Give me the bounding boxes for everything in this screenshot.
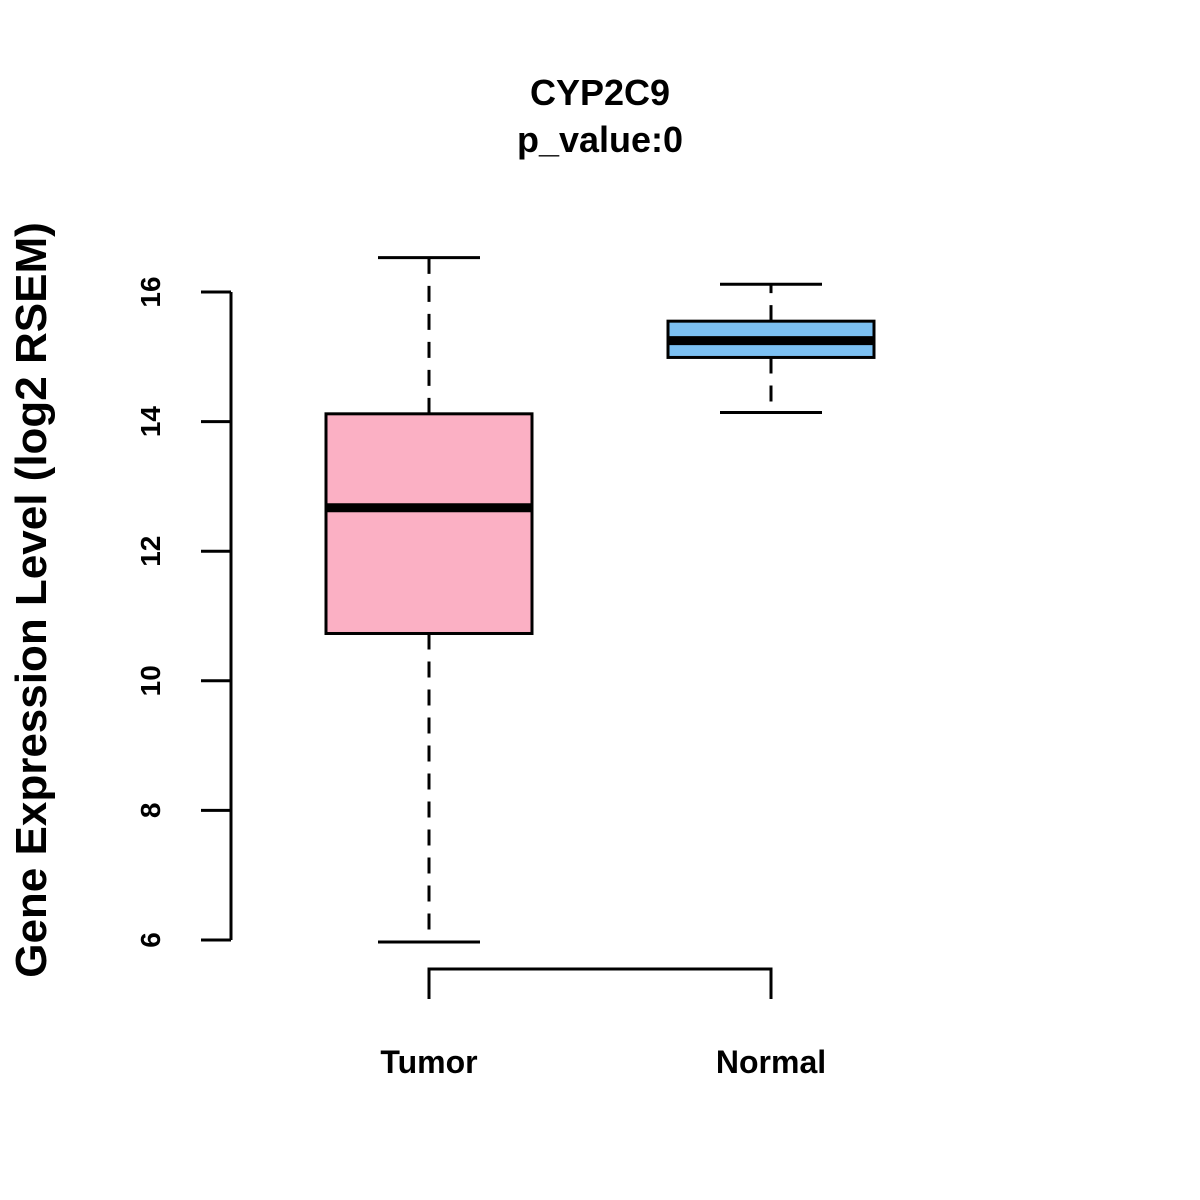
box-tumor [324,256,534,944]
y-tick-label: 10 [135,665,166,696]
y-tick-label: 14 [135,406,166,438]
x-axis-labels: Tumor Normal [380,1044,826,1080]
y-axis: 6 8 10 12 14 16 [135,276,233,948]
box-normal [666,282,876,415]
y-tick-label: 16 [135,276,166,307]
chart-title: CYP2C9 [530,72,670,113]
boxes [324,256,876,944]
y-tick-label: 12 [135,536,166,567]
chart-subtitle: p_value:0 [517,119,683,160]
x-label-tumor: Tumor [380,1044,477,1080]
y-tick-label: 6 [135,932,166,948]
y-tick-label: 8 [135,803,166,819]
iqr-box [324,412,534,635]
y-axis-label: Gene Expression Level (log2 RSEM) [7,222,56,978]
x-label-normal: Normal [716,1044,826,1080]
group-comparison-bracket [427,967,773,999]
